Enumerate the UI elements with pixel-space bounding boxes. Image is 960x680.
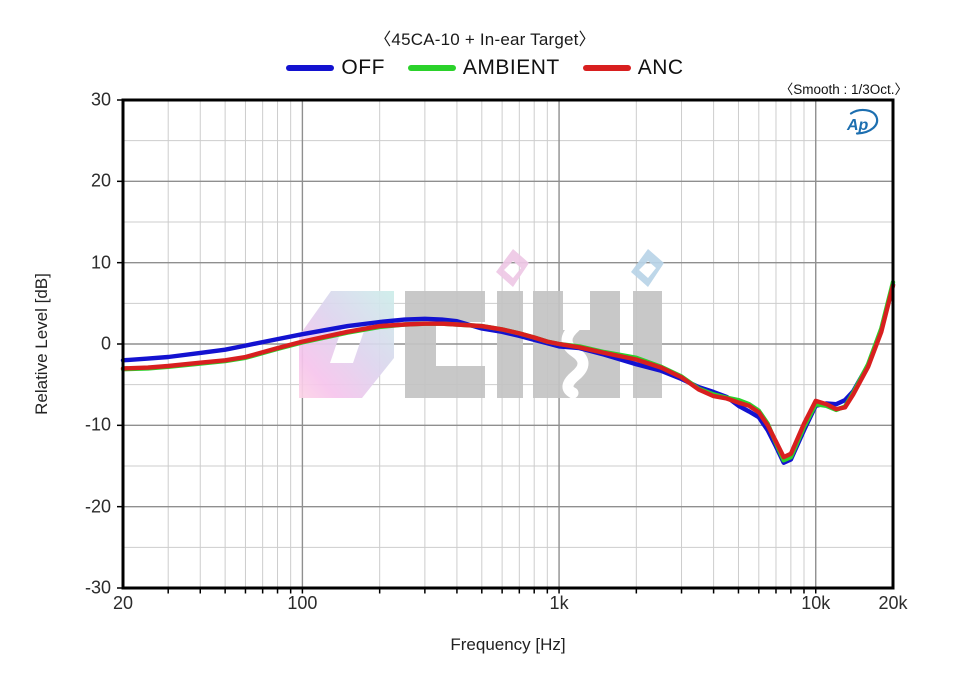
chart-legend: OFF AMBIENT ANC — [0, 56, 960, 80]
legend-line-icon — [407, 65, 456, 71]
y-tick-label: 10 — [90, 252, 111, 273]
legend-item-anc: ANC — [582, 56, 684, 80]
ap-logo-text: Ap — [846, 117, 869, 134]
y-tick-label: 30 — [90, 89, 111, 110]
y-tick-label: -20 — [84, 496, 111, 517]
curve-anc — [120, 283, 896, 460]
ap-logo-swoosh-icon — [849, 108, 879, 135]
x-tick-label: 10k — [801, 593, 831, 613]
legend-line-icon — [582, 65, 631, 71]
chart-title: 〈45CA-10 + In-ear Target〉 — [374, 30, 596, 49]
smoothing-annotation: 〈Smooth : 1/3Oct.〉 — [779, 82, 908, 97]
curves — [120, 280, 896, 465]
legend-label: ANC — [637, 56, 684, 79]
y-tick-label: -30 — [84, 577, 111, 598]
y-tick-label: 0 — [100, 333, 111, 354]
x-tick-label: 20k — [878, 593, 908, 613]
x-tick-label: 100 — [287, 593, 318, 613]
legend-label: AMBIENT — [462, 56, 560, 79]
legend-item-off: OFF — [286, 56, 385, 80]
x-tick-label: 20 — [112, 593, 134, 613]
x-tick-label: 1k — [549, 593, 569, 613]
y-tick-label: -10 — [84, 414, 111, 435]
plot-frame — [121, 98, 895, 590]
x-axis-label: Frequency [Hz] — [450, 635, 566, 654]
ap-logo: Ap — [846, 108, 879, 135]
y-tick-label: 20 — [90, 170, 111, 191]
watermark-0db-logo — [299, 249, 664, 399]
legend-item-ambient: AMBIENT — [407, 56, 560, 80]
legend-line-icon — [286, 65, 335, 71]
legend-label: OFF — [341, 56, 385, 79]
